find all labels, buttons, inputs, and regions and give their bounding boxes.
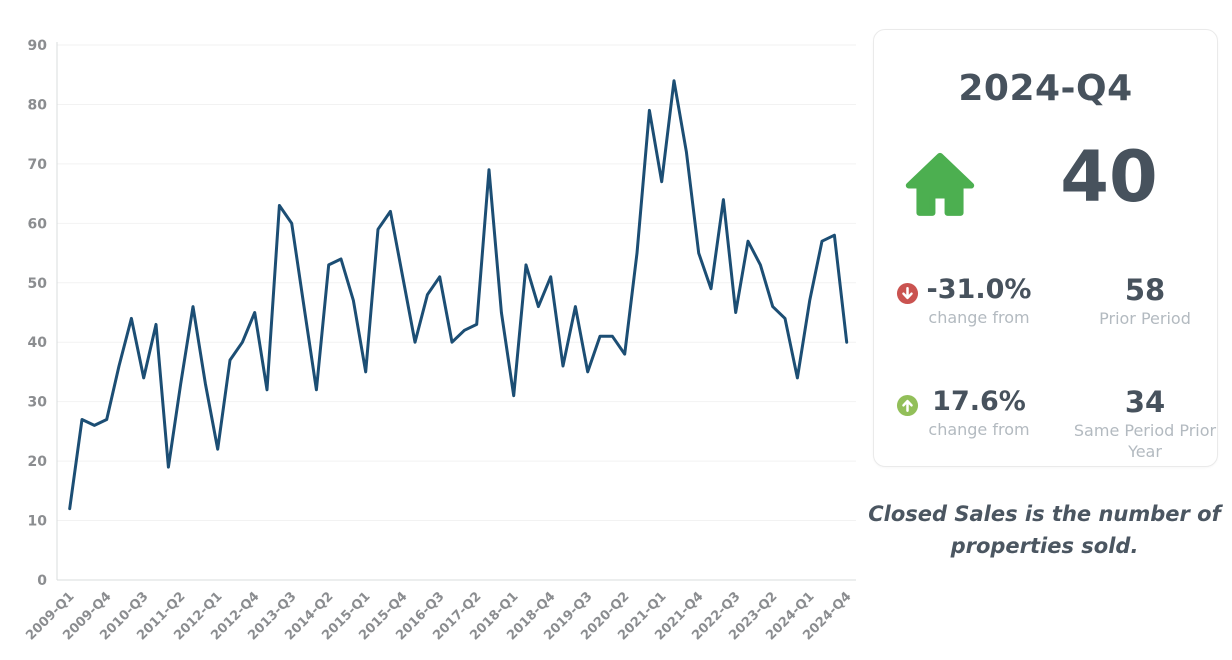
y-tick-label: 40 bbox=[28, 335, 48, 351]
prior-year-value: 34 bbox=[1124, 385, 1166, 419]
chart-footnote: Closed Sales is the number of properties… bbox=[868, 502, 1221, 558]
y-tick-label: 30 bbox=[28, 395, 48, 411]
prior-year-caption: change from bbox=[928, 420, 1030, 440]
y-tick-label: 90 bbox=[28, 38, 48, 54]
prior-year-pct-block: 17.6% change from bbox=[924, 386, 1034, 441]
y-tick-label: 20 bbox=[28, 454, 48, 470]
prior-period-label: Prior Period bbox=[1099, 309, 1191, 329]
closed-sales-line bbox=[68, 79, 849, 511]
y-tick-label: 60 bbox=[28, 216, 48, 232]
circle-down-arrow-icon bbox=[896, 282, 919, 305]
prior-period-caption: change from bbox=[928, 308, 1030, 328]
prior-period-value-block: 58 Prior Period bbox=[1072, 273, 1218, 330]
prior-year-label: Same Period Prior Year bbox=[1073, 421, 1217, 462]
prior-year-value-block: 34 Same Period Prior Year bbox=[1072, 385, 1218, 463]
prior-period-pct: -31.0% bbox=[926, 274, 1032, 305]
chart-canvas: 01020304050607080902009-Q12009-Q42010-Q3… bbox=[23, 38, 856, 643]
prior-period-pct-block: -31.0% change from bbox=[924, 274, 1034, 329]
current-period-value: 40 bbox=[1060, 136, 1158, 218]
current-period-row: 40 bbox=[874, 136, 1217, 242]
period-title: 2024-Q4 bbox=[958, 68, 1133, 109]
house-icon bbox=[902, 146, 978, 222]
y-tick-label: 80 bbox=[28, 97, 48, 113]
circle-up-arrow-icon bbox=[896, 394, 919, 417]
prior-year-pct: 17.6% bbox=[932, 386, 1026, 417]
y-tick-label: 50 bbox=[28, 276, 48, 292]
prior-period-value: 58 bbox=[1124, 273, 1166, 307]
y-tick-label: 10 bbox=[28, 514, 48, 530]
closed-sales-chart: 0 10 20 30 40 50 60 70 80 90 2009-Q1 2009-Q4 2010-Q3… bbox=[23, 38, 856, 643]
y-tick-label: 0 bbox=[37, 573, 47, 589]
y-tick-label: 70 bbox=[28, 157, 48, 173]
summary-card: 2024-Q4 40 -31.0% change from 58 bbox=[873, 29, 1218, 467]
